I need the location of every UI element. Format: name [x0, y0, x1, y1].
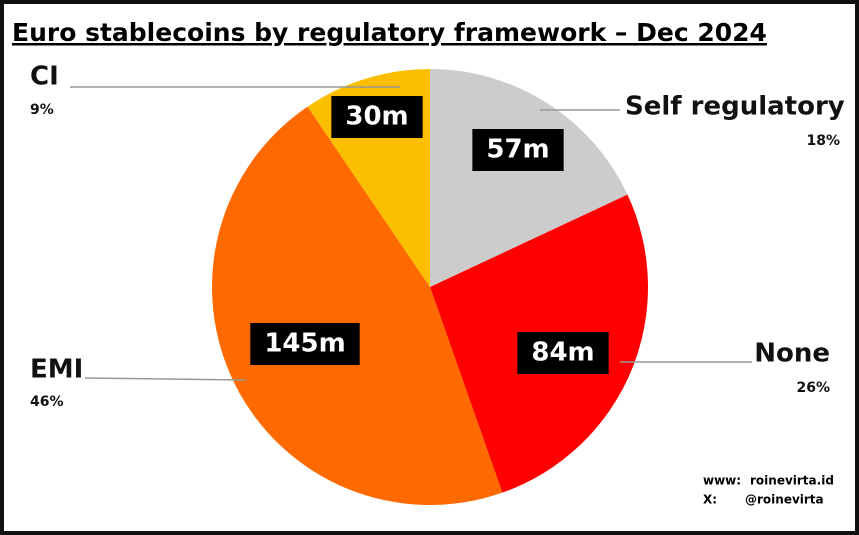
chart-title: Euro stablecoins by regulatory framework…: [12, 18, 767, 47]
footer-label: X:: [703, 493, 717, 507]
category-label: Self regulatory: [625, 92, 845, 122]
leader-line: [84, 377, 246, 381]
percent-label: 26%: [796, 380, 830, 396]
footer-label: www:: [703, 474, 741, 488]
percent-label: 46%: [30, 394, 64, 410]
percent-label: 18%: [806, 133, 840, 149]
percent-label: 9%: [30, 102, 54, 118]
value-label-bg: [331, 96, 423, 138]
footer-web: roinevirta.id: [750, 474, 834, 488]
value-label: 84m: [531, 338, 594, 368]
value-label-bg: [250, 323, 360, 365]
value-label-bg: [517, 332, 609, 374]
value-label-bg: [472, 129, 564, 171]
category-label: EMI: [30, 355, 83, 385]
pie-slice: [430, 69, 628, 287]
footer-x: @roinevirta: [745, 493, 824, 507]
category-label: CI: [30, 62, 59, 92]
value-label: 145m: [264, 329, 345, 359]
category-label: None: [754, 339, 830, 369]
value-label: 30m: [345, 102, 408, 132]
value-label: 57m: [486, 135, 549, 165]
pie-slice: [211, 106, 503, 506]
